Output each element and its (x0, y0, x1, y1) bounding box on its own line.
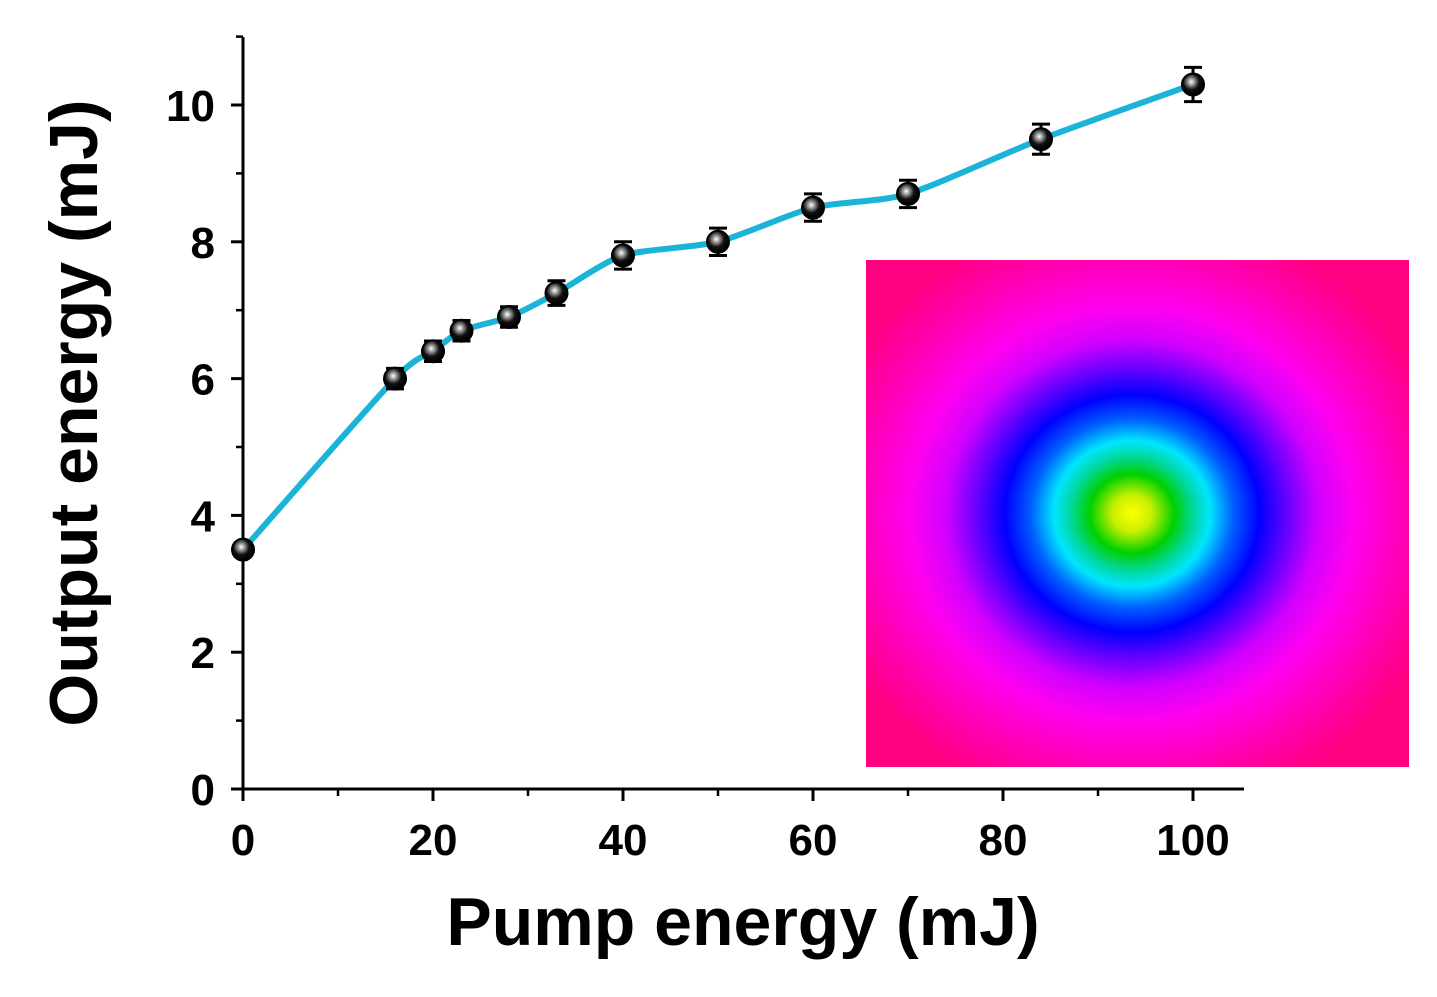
data-point (706, 226, 730, 257)
y-tick-label: 10 (166, 82, 215, 131)
data-point (449, 318, 474, 343)
x-axis-title: Pump energy (mJ) (446, 884, 1039, 960)
y-tick-label: 8 (191, 219, 215, 268)
data-marker (449, 318, 474, 343)
x-tick-label: 100 (1156, 816, 1229, 865)
data-point (1181, 65, 1205, 104)
data-point (611, 240, 635, 271)
x-tick-label: 80 (979, 816, 1028, 865)
axes (241, 37, 1244, 791)
data-marker (1029, 127, 1053, 152)
x-tick-label: 20 (409, 816, 458, 865)
data-marker (421, 339, 445, 364)
data-marker (231, 537, 255, 562)
data-marker (801, 195, 825, 220)
data-point (497, 305, 521, 330)
data-point (421, 339, 445, 364)
y-tick-label: 0 (191, 766, 215, 815)
beam-profile-image (866, 260, 1409, 767)
x-tick-label: 0 (231, 816, 255, 865)
data-point (896, 178, 920, 210)
data-point (801, 192, 825, 223)
data-marker (1181, 72, 1205, 97)
ticks (231, 35, 1195, 801)
data-point (1029, 122, 1053, 156)
data-marker (706, 229, 730, 254)
x-tick-label: 40 (599, 816, 648, 865)
data-marker (896, 181, 920, 206)
data-marker (497, 305, 521, 330)
y-tick-label: 6 (191, 356, 215, 405)
data-markers (231, 65, 1205, 562)
y-axis-title: Output energy (mJ) (36, 99, 112, 726)
tick-labels: 0 20 40 60 80 100 0 2 4 6 8 10 (166, 82, 1230, 865)
y-tick-label: 2 (191, 629, 215, 678)
data-point (544, 279, 569, 307)
data-marker (611, 243, 635, 268)
x-tick-label: 60 (789, 816, 838, 865)
data-point (383, 366, 407, 391)
inset-beam-profile (866, 260, 1409, 767)
data-marker (383, 366, 407, 391)
y-tick-label: 4 (191, 492, 216, 541)
data-point (231, 537, 255, 562)
data-marker (544, 281, 569, 306)
